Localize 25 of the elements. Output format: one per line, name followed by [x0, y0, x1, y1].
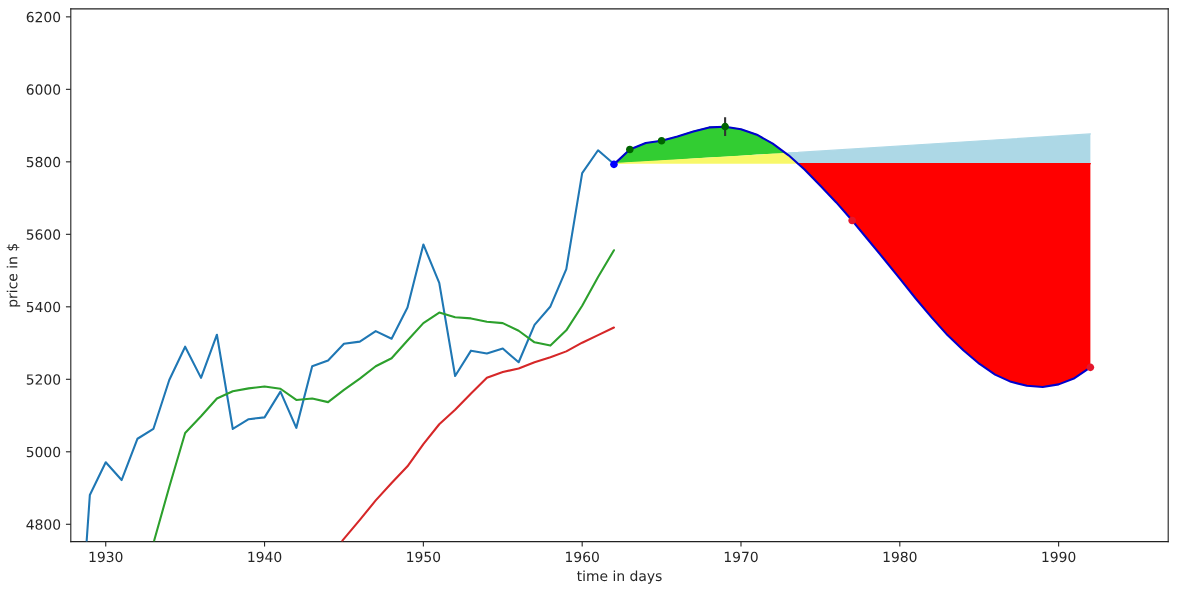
y-tick-label: 5000 [26, 446, 61, 458]
line-series [153, 249, 615, 542]
line-series [341, 326, 615, 542]
x-tick-label: 1990 [1042, 551, 1076, 563]
point [626, 145, 634, 154]
y-axis-title: price in $ [6, 243, 21, 307]
y-tick-label: 5400 [26, 301, 61, 313]
x-tick-label: 1960 [566, 551, 599, 563]
x-axis-title: time in days [577, 570, 662, 584]
point [657, 137, 666, 145]
x-tick-label: 1930 [89, 551, 123, 563]
y-tick-label: 6000 [26, 84, 61, 95]
y-tick-label: 4800 [26, 519, 61, 530]
y-tick-label: 6200 [26, 11, 61, 23]
x-tick-label: 1980 [883, 551, 917, 563]
y-tick-label: 5800 [26, 156, 61, 168]
point [610, 160, 618, 169]
point [1086, 363, 1095, 372]
y-tick-label: 5600 [26, 229, 61, 240]
y-tick-label: 5200 [26, 374, 61, 385]
point [721, 122, 729, 131]
x-tick-label: 1970 [724, 551, 758, 563]
point [848, 216, 856, 225]
x-tick-label: 1940 [248, 551, 282, 563]
x-tick-label: 1950 [407, 551, 441, 563]
